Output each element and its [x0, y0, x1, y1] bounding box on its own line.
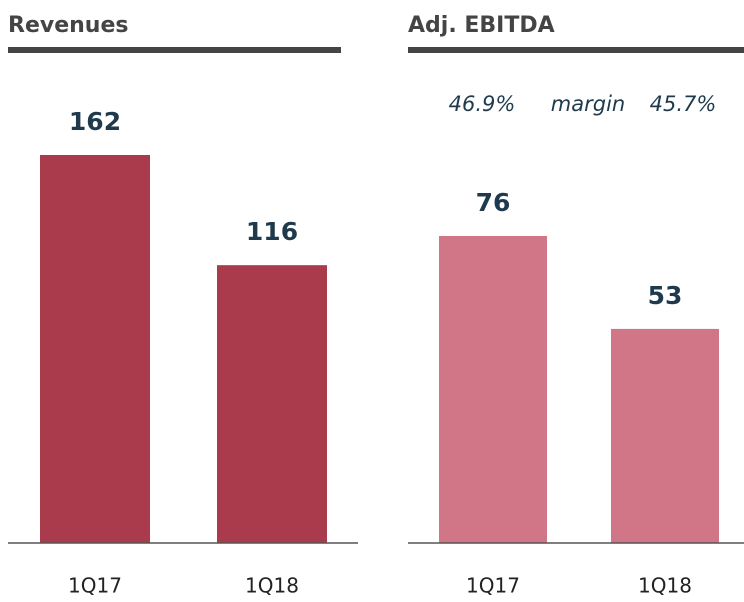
x-tick-label: 1Q18: [638, 574, 692, 598]
annotation: 46.9%: [449, 92, 516, 116]
x-tick-label: 1Q17: [466, 574, 520, 598]
chart-title: Adj. EBITDA: [408, 13, 555, 38]
data-label: 53: [648, 281, 683, 310]
data-label: 162: [69, 107, 121, 136]
bar: [439, 236, 547, 543]
data-label: 76: [476, 188, 511, 217]
bar: [40, 155, 150, 543]
x-tick-label: 1Q18: [245, 574, 299, 598]
x-tick-label: 1Q17: [68, 574, 122, 598]
bar: [217, 265, 327, 543]
title-underline: [408, 47, 744, 53]
chart-title: Revenues: [8, 13, 128, 38]
bar: [611, 328, 719, 543]
annotation: margin: [551, 92, 625, 116]
annotation: 45.7%: [650, 92, 717, 116]
title-underline: [8, 47, 341, 53]
data-label: 116: [246, 217, 298, 246]
